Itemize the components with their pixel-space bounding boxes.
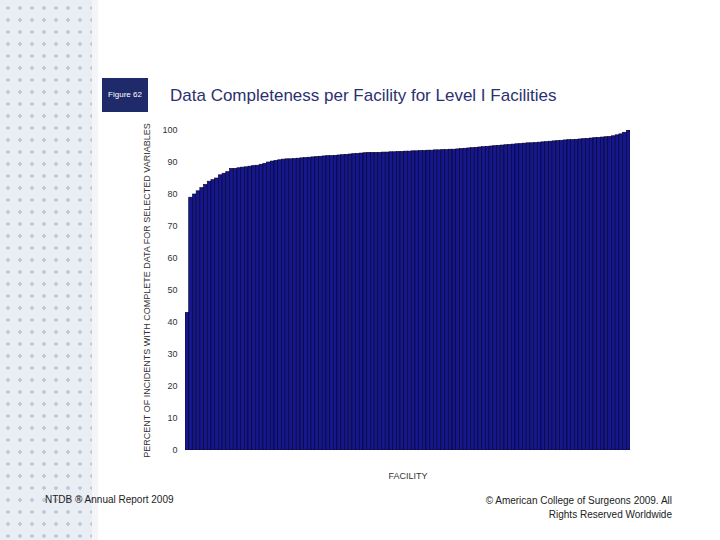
svg-text:FACILITY: FACILITY: [388, 471, 427, 481]
svg-text:20: 20: [167, 381, 177, 391]
svg-text:50: 50: [167, 285, 177, 295]
svg-text:70: 70: [167, 221, 177, 231]
svg-text:90: 90: [167, 157, 177, 167]
html-text:Data Completeness per Facility: Data Completeness per Facility for Level…: [170, 86, 557, 105]
html-text:NTDB ® Annual Report 2009: NTDB ® Annual Report 2009: [45, 494, 174, 505]
svg-text:30: 30: [167, 349, 177, 359]
svg-text:100: 100: [162, 125, 177, 135]
html-text:Figure 62: Figure 62: [108, 90, 142, 100]
svg-text:60: 60: [167, 253, 177, 263]
svg-text:0: 0: [172, 445, 177, 455]
html-text:© American College of Surgeons: © American College of Surgeons 2009. All…: [485, 495, 672, 520]
svg-text:40: 40: [167, 317, 177, 327]
svg-text:80: 80: [167, 189, 177, 199]
svg-text:PERCENT OF INCIDENTS WITH COMP: PERCENT OF INCIDENTS WITH COMPLETE DATA …: [142, 123, 152, 457]
svg-text:10: 10: [167, 413, 177, 423]
